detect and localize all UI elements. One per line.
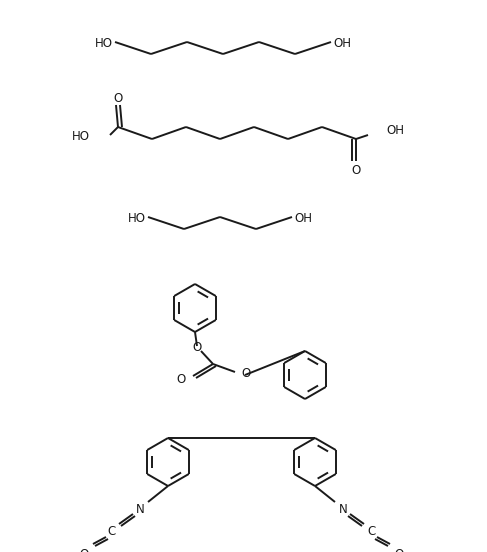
Text: C: C	[108, 525, 116, 538]
Text: N: N	[338, 503, 347, 516]
Text: O: O	[192, 341, 202, 354]
Text: O: O	[394, 548, 404, 552]
Text: O: O	[352, 164, 361, 177]
Text: O: O	[177, 373, 186, 386]
Text: OH: OH	[294, 212, 312, 225]
Text: N: N	[135, 503, 144, 516]
Text: HO: HO	[72, 130, 90, 143]
Text: C: C	[367, 525, 375, 538]
Text: OH: OH	[386, 124, 404, 137]
Text: O: O	[241, 367, 250, 380]
Text: HO: HO	[128, 212, 146, 225]
Text: O: O	[79, 548, 89, 552]
Text: O: O	[113, 92, 123, 105]
Text: HO: HO	[95, 37, 113, 50]
Text: OH: OH	[333, 37, 351, 50]
